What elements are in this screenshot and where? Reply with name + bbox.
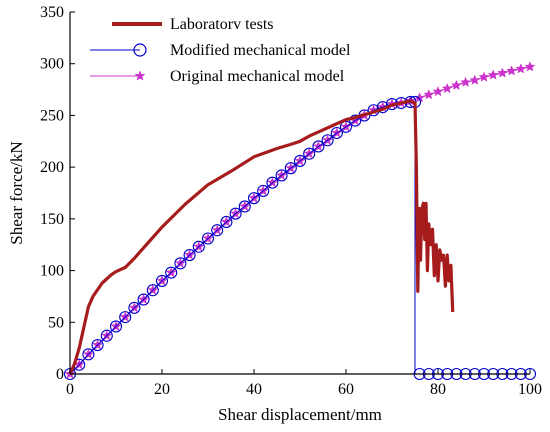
modified-model-point bbox=[183, 249, 196, 262]
original-model-point bbox=[460, 76, 471, 87]
modified-model-point bbox=[238, 200, 251, 213]
modified-model-point bbox=[109, 320, 123, 333]
modified-model-point bbox=[247, 192, 261, 205]
modified-model-point bbox=[119, 311, 132, 324]
modified-model-point bbox=[192, 240, 205, 253]
x-tick-label: 20 bbox=[154, 381, 170, 398]
y-tick-label: 50 bbox=[48, 314, 64, 331]
modified-model-point bbox=[275, 169, 288, 182]
original-model-point bbox=[506, 65, 517, 76]
x-tick-label: 0 bbox=[66, 381, 74, 398]
modified-model-point bbox=[100, 329, 113, 342]
y-tick-label: 150 bbox=[40, 211, 64, 228]
original-model-point bbox=[441, 82, 453, 94]
modified-model-point bbox=[266, 176, 279, 189]
series-laboratory-line bbox=[68, 99, 455, 375]
original-model-point bbox=[423, 89, 435, 100]
x-tick-label: 100 bbox=[518, 381, 542, 398]
original-model-point bbox=[451, 79, 462, 91]
y-tick-label: 350 bbox=[40, 4, 64, 21]
modified-model-point bbox=[211, 224, 224, 237]
original-model-point bbox=[432, 85, 444, 97]
legend-label-original: Original mechanical model bbox=[170, 68, 345, 85]
y-tick-label: 0 bbox=[56, 366, 64, 383]
y-tick-label: 100 bbox=[40, 263, 64, 280]
x-tick-label: 60 bbox=[338, 381, 354, 398]
original-model-point bbox=[478, 71, 490, 82]
y-tick-label: 250 bbox=[40, 107, 64, 124]
modified-model-point bbox=[165, 266, 178, 279]
legend-label-modified: Modified mechanical model bbox=[170, 42, 351, 59]
original-model-point bbox=[497, 67, 508, 78]
modified-model-point bbox=[146, 284, 159, 297]
modified-model-point bbox=[284, 162, 297, 175]
legend: Laboratorv tests Modified mechanical mode… bbox=[90, 16, 351, 85]
modified-model-point bbox=[312, 140, 325, 153]
modified-model-point bbox=[174, 257, 187, 270]
modified-model-point bbox=[137, 293, 150, 306]
original-model-point bbox=[487, 69, 499, 80]
modified-model-point bbox=[257, 184, 270, 197]
original-model-point bbox=[469, 74, 481, 85]
modified-model-point bbox=[201, 232, 215, 245]
modified-model-point bbox=[330, 126, 343, 140]
x-tick-label: 80 bbox=[430, 381, 446, 398]
modified-model-point bbox=[91, 338, 104, 352]
plot-area bbox=[63, 61, 537, 381]
modified-model-point bbox=[293, 154, 307, 167]
axes: 0 50 100 150 200 250 300 350 0 20 40 60 80 100 bbox=[40, 4, 542, 398]
y-tick-label: 200 bbox=[40, 159, 64, 176]
modified-model-point bbox=[155, 274, 169, 287]
modified-model-point bbox=[82, 348, 95, 361]
modified-model-point bbox=[220, 215, 233, 229]
modified-model-point bbox=[128, 301, 141, 314]
modified-model-point bbox=[229, 207, 242, 220]
legend-swatch-original bbox=[134, 70, 146, 81]
y-tick-label: 300 bbox=[40, 56, 64, 73]
original-model-point bbox=[515, 63, 527, 74]
legend-swatch-modified bbox=[133, 43, 147, 57]
x-axis-title: Shear displacement/mm bbox=[218, 405, 382, 424]
modified-model-point bbox=[321, 134, 334, 147]
series-original-line bbox=[69, 66, 531, 375]
modified-model-point bbox=[303, 147, 316, 160]
original-model-point bbox=[524, 61, 536, 72]
x-tick-label: 40 bbox=[246, 381, 262, 398]
y-axis-title: Shear force/kN bbox=[7, 141, 26, 244]
modified-model-point bbox=[349, 114, 362, 127]
legend-label-laboratory: Laboratorv tests bbox=[170, 16, 274, 33]
